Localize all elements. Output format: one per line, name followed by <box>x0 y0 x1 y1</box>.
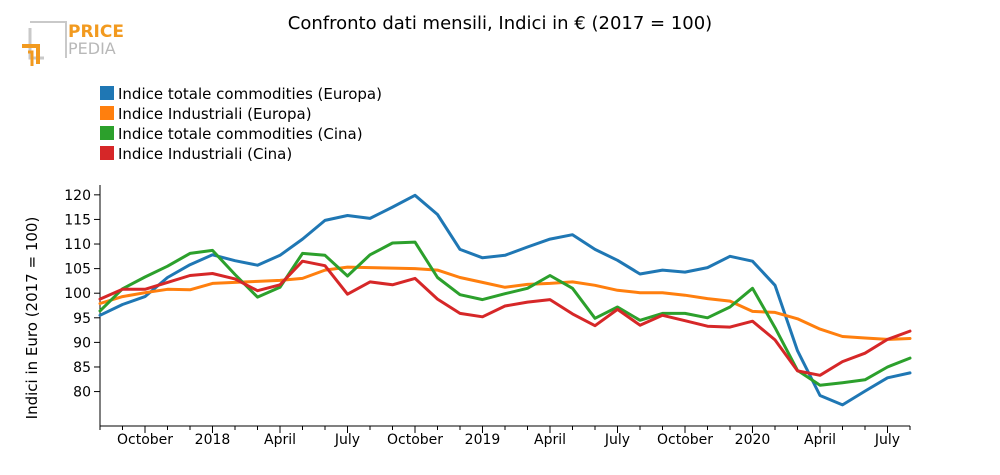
x-tick-label: April <box>804 432 836 448</box>
x-tick-label: April <box>534 432 566 448</box>
y-tick-label: 115 <box>64 212 91 228</box>
x-tick-label: July <box>604 432 630 448</box>
x-tick-label: April <box>264 432 296 448</box>
y-tick-label: 85 <box>73 360 91 376</box>
logo-text-pedia: PEDIA <box>68 39 116 58</box>
legend-swatch <box>100 126 114 140</box>
y-tick-label: 105 <box>64 262 91 278</box>
x-tick-label: 2020 <box>735 432 771 448</box>
plot-area <box>98 193 912 407</box>
y-axis-label: Indici in Euro (2017 = 100) <box>23 217 41 420</box>
x-axis: October 2018 April July October 2019 April July… <box>99 425 911 448</box>
x-tick-label: July <box>334 432 360 448</box>
legend-item[interactable]: Indice Industriali (Cina) <box>100 145 292 163</box>
x-tick-label: October <box>117 432 173 448</box>
legend-label: Indice totale commodities (Europa) <box>118 85 382 103</box>
legend-swatch <box>100 106 114 120</box>
series-line-1[interactable] <box>98 193 912 407</box>
y-axis: 80 85 90 95 100 105 110 115 120 <box>64 185 101 426</box>
y-tick-label: 95 <box>73 311 91 327</box>
series-line-2[interactable] <box>98 265 912 341</box>
chart-legend: Indice totale commodities (Europa) Indice… <box>100 85 382 163</box>
y-tick-label: 110 <box>64 237 91 253</box>
x-tick-label: 2018 <box>195 432 231 448</box>
logo-mark-icon <box>22 21 67 66</box>
logo-text-price: PRICE <box>68 22 124 42</box>
y-tick-label: 90 <box>73 335 91 351</box>
y-tick-label: 100 <box>64 286 91 302</box>
legend-item[interactable]: Indice totale commodities (Europa) <box>100 85 382 103</box>
x-tick-label: October <box>387 432 443 448</box>
chart-title: Confronto dati mensili, Indici in € (201… <box>288 13 712 34</box>
x-tick-label: July <box>874 432 900 448</box>
pricepedia-logo[interactable]: PRICE PEDIA <box>22 21 124 66</box>
y-tick-label: 80 <box>73 385 91 401</box>
legend-label: Indice Industriali (Europa) <box>118 105 312 123</box>
legend-swatch <box>100 86 114 100</box>
series-line-3[interactable] <box>98 240 912 387</box>
legend-item[interactable]: Indice totale commodities (Cina) <box>100 125 363 143</box>
legend-label: Indice Industriali (Cina) <box>118 145 292 163</box>
x-tick-label: 2019 <box>465 432 501 448</box>
legend-swatch <box>100 146 114 160</box>
legend-item[interactable]: Indice Industriali (Europa) <box>100 105 312 123</box>
series-line-4[interactable] <box>98 259 912 377</box>
y-tick-label: 120 <box>64 188 91 204</box>
legend-label: Indice totale commodities (Cina) <box>118 125 363 143</box>
x-tick-label: October <box>657 432 713 448</box>
